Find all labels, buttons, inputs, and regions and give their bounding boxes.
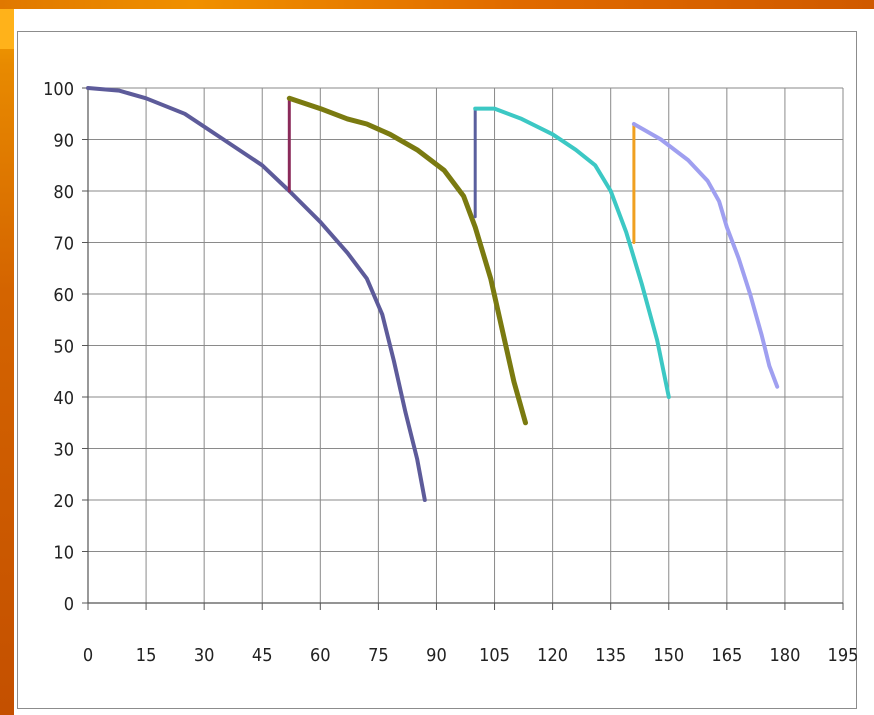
left-decor-bar <box>0 9 14 715</box>
y-tick-label: 20 <box>53 491 74 512</box>
y-tick-label: 90 <box>53 131 74 152</box>
x-tick-label: 105 <box>479 645 510 666</box>
series-line-7 <box>631 122 780 389</box>
x-tick-label: 60 <box>310 645 331 666</box>
x-tick-label: 180 <box>769 645 800 666</box>
x-tick-label: 0 <box>83 645 93 666</box>
y-tick-label: 80 <box>53 182 74 203</box>
x-tick-label: 150 <box>653 645 684 666</box>
x-tick-label: 120 <box>537 645 568 666</box>
y-tick-label: 70 <box>53 234 74 255</box>
x-tick-label: 90 <box>426 645 447 666</box>
x-tick-label: 135 <box>595 645 626 666</box>
y-tick-label: 60 <box>53 285 74 306</box>
y-tick-label: 40 <box>53 388 74 409</box>
series-line-1 <box>86 86 427 502</box>
series-line-5 <box>473 106 671 399</box>
y-tick-label: 30 <box>53 440 74 461</box>
series-line-3 <box>286 95 528 426</box>
y-tick-label: 10 <box>53 543 74 564</box>
tick-labels: 0 10 20 30 40 50 60 70 80 90 100 0 15 30 45 60 75 90 105 12… <box>43 79 858 666</box>
grid-lines <box>88 87 844 603</box>
y-tick-label: 0 <box>64 594 74 615</box>
chart-frame <box>17 31 857 709</box>
top-decor-bar <box>0 0 874 9</box>
axes <box>82 87 844 610</box>
x-tick-label: 15 <box>136 645 157 666</box>
y-tick-label: 100 <box>43 79 74 100</box>
x-tick-label: 30 <box>194 645 215 666</box>
x-tick-label: 195 <box>828 645 859 666</box>
x-tick-label: 165 <box>711 645 742 666</box>
x-tick-label: 45 <box>252 645 273 666</box>
x-tick-label: 75 <box>368 645 389 666</box>
series-group <box>86 86 780 502</box>
y-tick-label: 50 <box>53 337 74 358</box>
